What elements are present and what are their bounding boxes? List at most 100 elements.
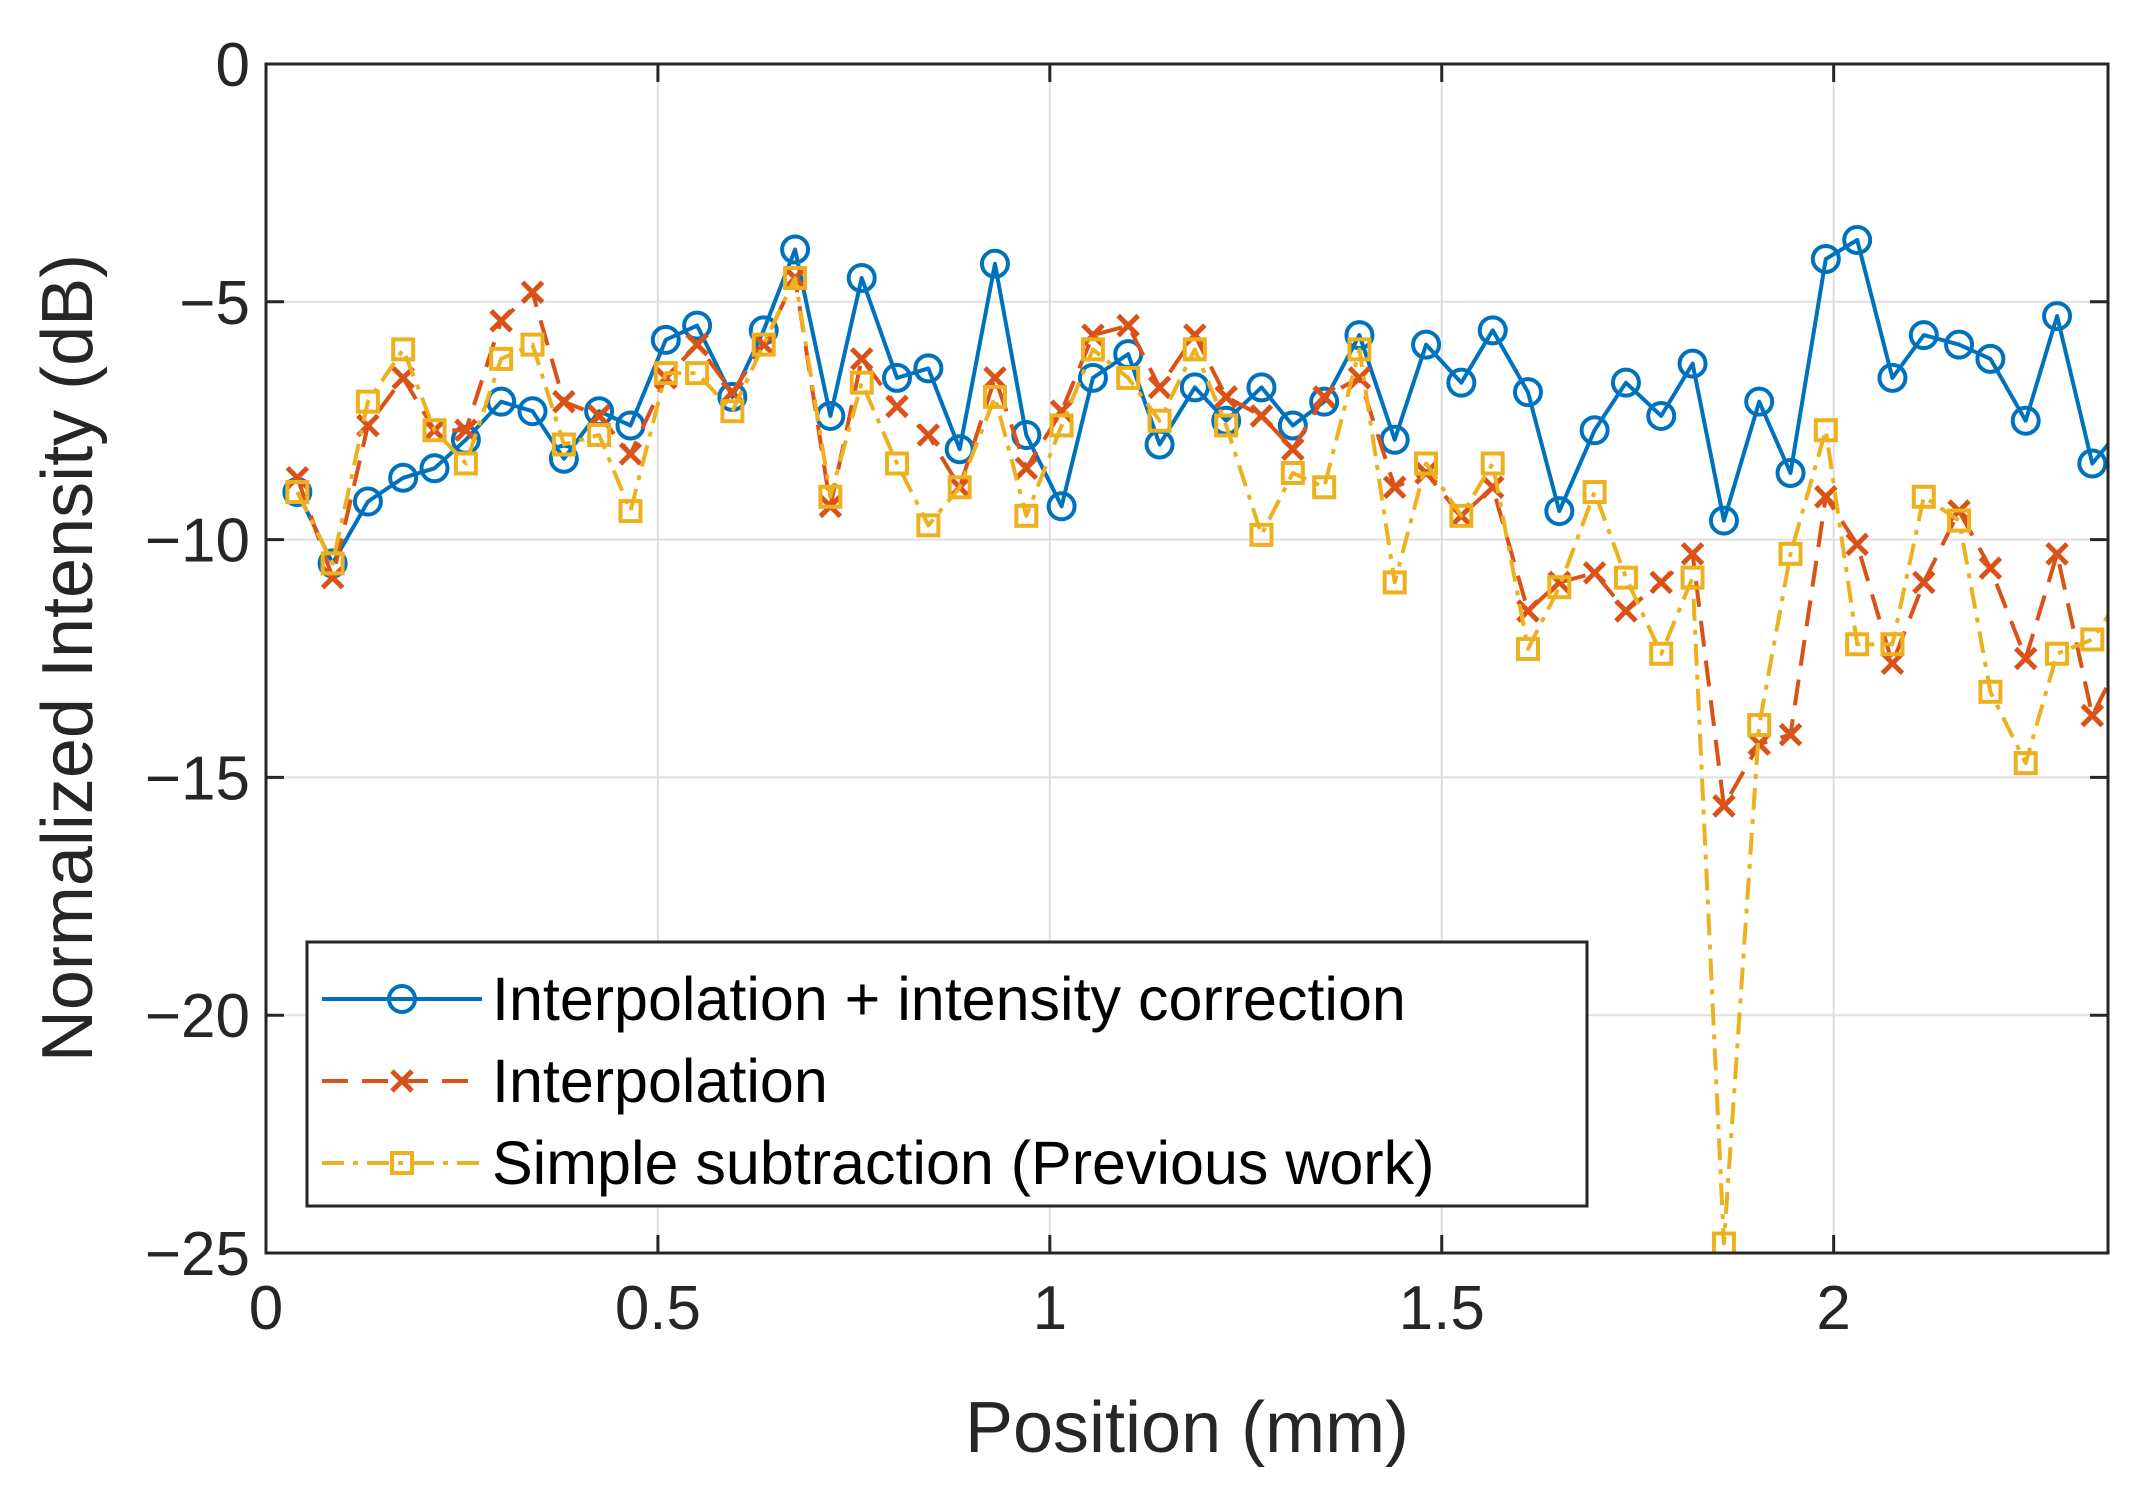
series-0-point bbox=[1309, 386, 1340, 417]
series-2-point bbox=[1249, 522, 1274, 547]
series-2-point bbox=[1049, 413, 1074, 438]
series-2-point bbox=[1911, 484, 1936, 509]
series-2-point bbox=[1680, 565, 1705, 590]
series-0-point bbox=[913, 353, 944, 384]
series-2-point bbox=[489, 346, 514, 371]
series-1-point bbox=[1116, 313, 1140, 338]
series-0-point bbox=[1512, 377, 1543, 408]
series-1-point bbox=[1214, 385, 1238, 409]
series-2-point bbox=[849, 370, 874, 395]
series-1-point bbox=[1249, 404, 1274, 428]
series-2-point bbox=[1214, 413, 1239, 438]
series-1-point bbox=[587, 404, 611, 428]
y-tick-label: −20 bbox=[145, 982, 250, 1051]
legend-box bbox=[305, 940, 1589, 1208]
y-tick-label: −15 bbox=[145, 744, 250, 813]
series-1-point bbox=[1649, 570, 1673, 595]
series-2-point bbox=[1747, 713, 1772, 738]
series-1-point bbox=[320, 565, 345, 590]
series-2-point bbox=[1649, 641, 1674, 666]
series-2-point bbox=[884, 451, 909, 476]
series-0-point bbox=[1411, 329, 1442, 360]
series-0-point bbox=[1908, 320, 1939, 351]
series-2-point bbox=[1147, 408, 1172, 433]
series-0-point bbox=[650, 324, 681, 355]
series-0-point bbox=[1677, 348, 1708, 379]
series-1-point bbox=[2013, 646, 2038, 671]
series-2-point bbox=[355, 389, 380, 414]
series-2-point bbox=[520, 332, 545, 357]
series-0-point bbox=[2077, 448, 2108, 479]
series-1-point bbox=[1480, 475, 1505, 500]
y-tick-label: 0 bbox=[216, 31, 250, 100]
y-tick-label: −10 bbox=[145, 507, 250, 576]
series-1-point bbox=[1147, 375, 1172, 400]
series-1-point bbox=[1382, 475, 1407, 500]
series-2-point bbox=[1116, 365, 1141, 390]
series-0-point bbox=[2042, 301, 2073, 332]
series-1-point bbox=[1912, 570, 1936, 595]
series-2-point bbox=[1480, 451, 1505, 476]
series-1-point bbox=[1347, 366, 1372, 390]
series-1-point bbox=[685, 332, 709, 357]
series-0-point bbox=[1477, 315, 1508, 346]
series-0-point bbox=[1877, 362, 1908, 393]
series-1-point bbox=[1183, 323, 1207, 347]
series-2-point bbox=[1347, 337, 1372, 362]
series-0-point bbox=[419, 453, 450, 484]
series-1-point bbox=[489, 309, 513, 333]
series-2-point bbox=[982, 384, 1007, 409]
series-0-point bbox=[1277, 410, 1308, 441]
series-2-point bbox=[1449, 503, 1474, 528]
series-0-point bbox=[1246, 372, 1277, 403]
series-2-point bbox=[2013, 751, 2038, 776]
x-tick-label: 2 bbox=[1816, 1274, 1850, 1343]
ticks bbox=[264, 62, 2108, 1255]
series-0-point bbox=[682, 310, 713, 341]
y-axis-label: Normalized Intensity (dB) bbox=[28, 254, 108, 1062]
series-1-point bbox=[983, 366, 1007, 390]
series-0-point bbox=[1708, 505, 1739, 536]
tick-labels: 0 0.5 1 1.5 2 0 −5 −10 −15 −20 −25 bbox=[145, 31, 1851, 1343]
series-0-point bbox=[1744, 386, 1775, 417]
series-1-point bbox=[1778, 722, 1803, 747]
series-1-point bbox=[1049, 399, 1074, 423]
series-1-point bbox=[285, 466, 310, 490]
series-2-point bbox=[391, 337, 416, 362]
series-1-point bbox=[1614, 599, 1638, 623]
series-2-point bbox=[783, 266, 808, 291]
series-2-point bbox=[653, 361, 678, 386]
series-0-point bbox=[1046, 491, 1077, 522]
series-2-point bbox=[1880, 632, 1905, 657]
series-0-point bbox=[1646, 400, 1677, 431]
x-tick-label: 1.5 bbox=[1399, 1274, 1485, 1343]
series-1-point bbox=[390, 1069, 414, 1093]
x-tick-label: 0 bbox=[249, 1274, 283, 1343]
series-2-point bbox=[2080, 627, 2105, 652]
series-1-point bbox=[1014, 456, 1039, 481]
series-1-point bbox=[2080, 703, 2105, 728]
y-tick-label: −5 bbox=[179, 269, 250, 338]
series-2-point bbox=[1845, 632, 1870, 657]
series-1-point bbox=[849, 347, 874, 371]
series-0-point bbox=[1944, 329, 1975, 360]
series-2 bbox=[285, 266, 2108, 1253]
legend: Interpolation + intensity correction Inte… bbox=[305, 940, 1589, 1208]
plot-frame bbox=[264, 62, 2110, 1255]
series-2-point bbox=[947, 475, 972, 500]
series-1-point bbox=[1312, 385, 1336, 409]
series-0-point bbox=[1610, 367, 1641, 398]
y-tick-label: −25 bbox=[145, 1220, 250, 1289]
series-0-point bbox=[846, 263, 877, 294]
series-2-point bbox=[618, 499, 643, 524]
series-1-point bbox=[751, 332, 776, 357]
series-2-point bbox=[551, 432, 576, 457]
series-2-point bbox=[1382, 570, 1407, 595]
series-0-point bbox=[881, 362, 912, 393]
series-0-point bbox=[1775, 458, 1806, 489]
series-1-point bbox=[916, 423, 941, 447]
series-1-point bbox=[1081, 323, 1105, 347]
series-1-point bbox=[1582, 561, 1607, 585]
series-2-point bbox=[818, 484, 843, 509]
